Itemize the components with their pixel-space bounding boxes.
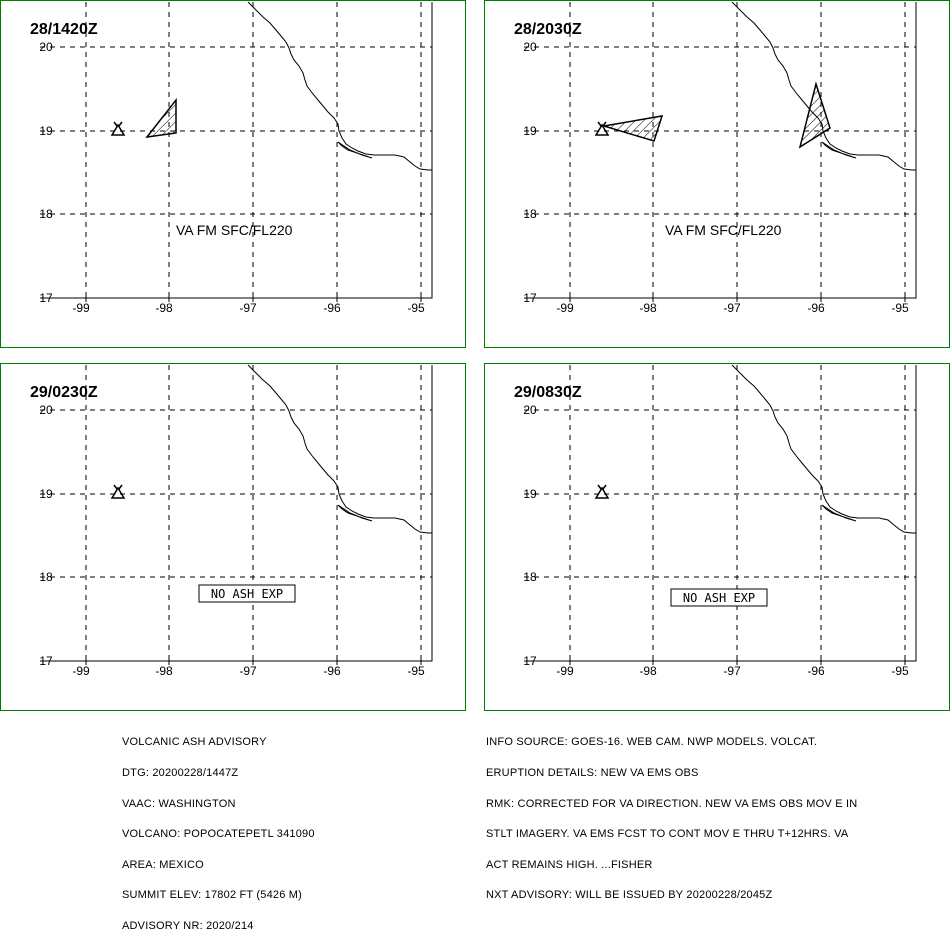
lon-label-99: -99	[72, 301, 90, 315]
map-panel-4: 20 19 18 17 -99 -98 -97 -96 -95 NO ASH E…	[484, 363, 950, 711]
lat-label-20: 20	[523, 40, 537, 54]
lat-label-17: 17	[523, 654, 537, 668]
lon-label-95: -95	[891, 664, 909, 678]
coastline	[731, 364, 916, 534]
ash-forecast-maps: 20 19 18 17 -99 -98 -97 -96 -95 28/1420Z…	[0, 0, 950, 711]
map-panel-2: 20 19 18 17 -99 -98 -97 -96 -95 28/2030Z…	[484, 0, 950, 348]
advisory-dtg: DTG: 20200228/1447Z	[122, 767, 239, 779]
lat-label-17: 17	[39, 654, 53, 668]
lon-label-99: -99	[556, 664, 574, 678]
lat-label-20: 20	[39, 403, 53, 417]
lon-label-96: -96	[807, 664, 825, 678]
lon-label-96: -96	[323, 664, 341, 678]
advisory-volcano: VOLCANO: POPOCATEPETL 341090	[122, 828, 315, 841]
ash-level-label: VA FM SFC/FL220	[176, 222, 293, 238]
advisory-remarks-line-2: STLT IMAGERY. VA EMS FCST TO CONT MOV E …	[486, 828, 849, 841]
lagoon	[821, 504, 857, 522]
lon-label-97: -97	[723, 664, 741, 678]
advisory-next-advisory: NXT ADVISORY: WILL BE ISSUED BY 20200228…	[486, 889, 773, 902]
lon-label-97: -97	[239, 301, 257, 315]
panel-time-label: 28/2030Z	[514, 21, 582, 38]
lagoon	[337, 141, 373, 159]
panel-time-label: 28/1420Z	[30, 21, 98, 38]
map-panel-1: 20 19 18 17 -99 -98 -97 -96 -95 28/1420Z…	[0, 0, 466, 348]
advisory-title: VOLCANIC ASH ADVISORY	[122, 736, 267, 749]
lon-label-96: -96	[807, 301, 825, 315]
no-ash-label: NO ASH EXP	[683, 591, 755, 605]
ash-level-label: VA FM SFC/FL220	[665, 222, 782, 238]
lagoon	[337, 504, 373, 522]
lon-label-95: -95	[891, 301, 909, 315]
lon-label-99: -99	[72, 664, 90, 678]
ash-cloud-area	[145, 97, 177, 138]
advisory-remarks-line-3: ACT REMAINS HIGH. ...FISHER	[486, 858, 653, 871]
ash-cloud-area	[798, 81, 831, 149]
advisory-info-right: INFO SOURCE: GOES-16. WEB CAM. NWP MODEL…	[486, 717, 857, 911]
lon-label-98: -98	[155, 301, 173, 315]
lat-label-18: 18	[523, 570, 537, 584]
lat-label-20: 20	[523, 403, 537, 417]
lon-label-97: -97	[239, 664, 257, 678]
map-panel-3: 20 19 18 17 -99 -98 -97 -96 -95 NO ASH E…	[0, 363, 466, 711]
lon-label-98: -98	[639, 664, 657, 678]
advisory-area: AREA: MEXICO	[122, 858, 204, 871]
lon-label-97: -97	[723, 301, 741, 315]
coastline	[731, 1, 916, 171]
lat-label-19: 19	[523, 487, 537, 501]
lat-label-17: 17	[523, 291, 537, 305]
volcano-icon	[110, 484, 126, 499]
lat-label-20: 20	[39, 40, 53, 54]
lon-label-96: -96	[323, 301, 341, 315]
advisory-info-left: VOLCANIC ASH ADVISORY DTG: 20200228/1447…	[122, 717, 315, 941]
advisory-info-source: INFO SOURCE: GOES-16. WEB CAM. NWP MODEL…	[486, 736, 818, 749]
no-ash-label: NO ASH EXP	[211, 587, 283, 601]
lon-label-98: -98	[155, 664, 173, 678]
volcano-icon	[594, 121, 610, 136]
advisory-eruption-details: ERUPTION DETAILS: NEW VA EMS OBS	[486, 767, 699, 779]
coastline	[247, 1, 432, 171]
lagoon	[821, 141, 857, 159]
panel-time-label: 29/0830Z	[514, 384, 582, 401]
volcano-icon	[110, 121, 126, 136]
lat-label-19: 19	[39, 487, 53, 501]
volcano-icon	[594, 484, 610, 499]
coastline	[247, 364, 432, 534]
lat-label-19: 19	[523, 124, 537, 138]
panel-time-label: 29/0230Z	[30, 384, 98, 401]
lat-label-18: 18	[523, 207, 537, 221]
lat-label-17: 17	[39, 291, 53, 305]
lat-label-18: 18	[39, 207, 53, 221]
lat-label-18: 18	[39, 570, 53, 584]
advisory-number: ADVISORY NR: 2020/214	[122, 919, 254, 932]
lon-label-95: -95	[407, 301, 425, 315]
lat-label-19: 19	[39, 124, 53, 138]
advisory-remarks-line-1: RMK: CORRECTED FOR VA DIRECTION. NEW VA …	[486, 797, 858, 810]
lon-label-99: -99	[556, 301, 574, 315]
advisory-summit-elev: SUMMIT ELEV: 17802 FT (5426 M)	[122, 889, 303, 902]
lon-label-95: -95	[407, 664, 425, 678]
advisory-vaac: VAAC: WASHINGTON	[122, 797, 236, 810]
ash-cloud-area	[603, 115, 664, 142]
lon-label-98: -98	[639, 301, 657, 315]
